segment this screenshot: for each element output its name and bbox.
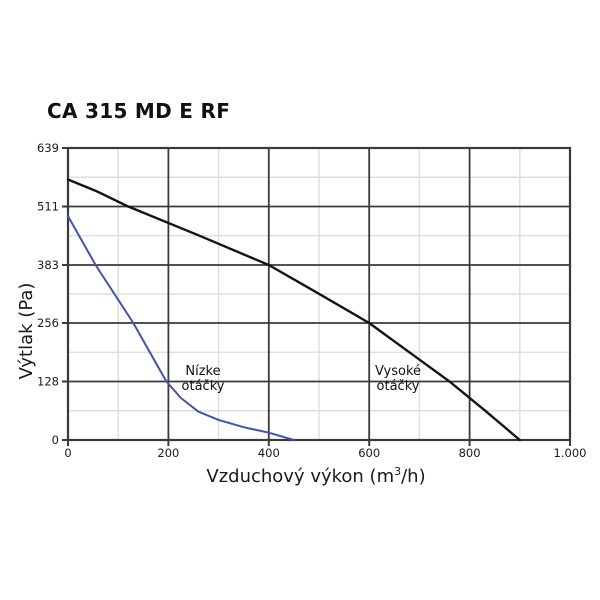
y-tick-label: 639 [37,141,59,155]
y-tick-label: 0 [52,433,59,447]
x-tick-label: 0 [64,446,71,460]
curve-label-nizke-otacky: Nízke otáčky [181,364,225,394]
x-tick-label: 1.000 [554,446,587,460]
plot-border [66,146,572,442]
y-axis-title: Výtlak (Pa) [16,282,37,380]
y-tick-label: 256 [37,316,59,330]
x-axis-title-suffix: /h) [401,466,426,487]
x-axis-title-text: Vzduchový výkon (m [206,466,395,487]
x-tick-label: 600 [358,446,380,460]
chart-title: CA 315 MD E RF [47,99,231,123]
curve-label-vysoke-otacky: Vysoké otáčky [374,364,422,394]
y-tick-label: 511 [37,200,59,214]
x-axis-title: Vzduchový výkon (m3/h) [16,466,600,487]
x-axis-title-superscript: 3 [394,465,402,478]
y-tick-label: 383 [37,258,59,272]
x-tick-label: 400 [258,446,280,460]
series-curve-vysoke-otacky [66,178,521,442]
series-curve-nizke-otacky [67,215,295,441]
y-tick-label: 128 [37,375,59,389]
x-tick-label: 200 [157,446,179,460]
x-tick-label: 800 [459,446,481,460]
